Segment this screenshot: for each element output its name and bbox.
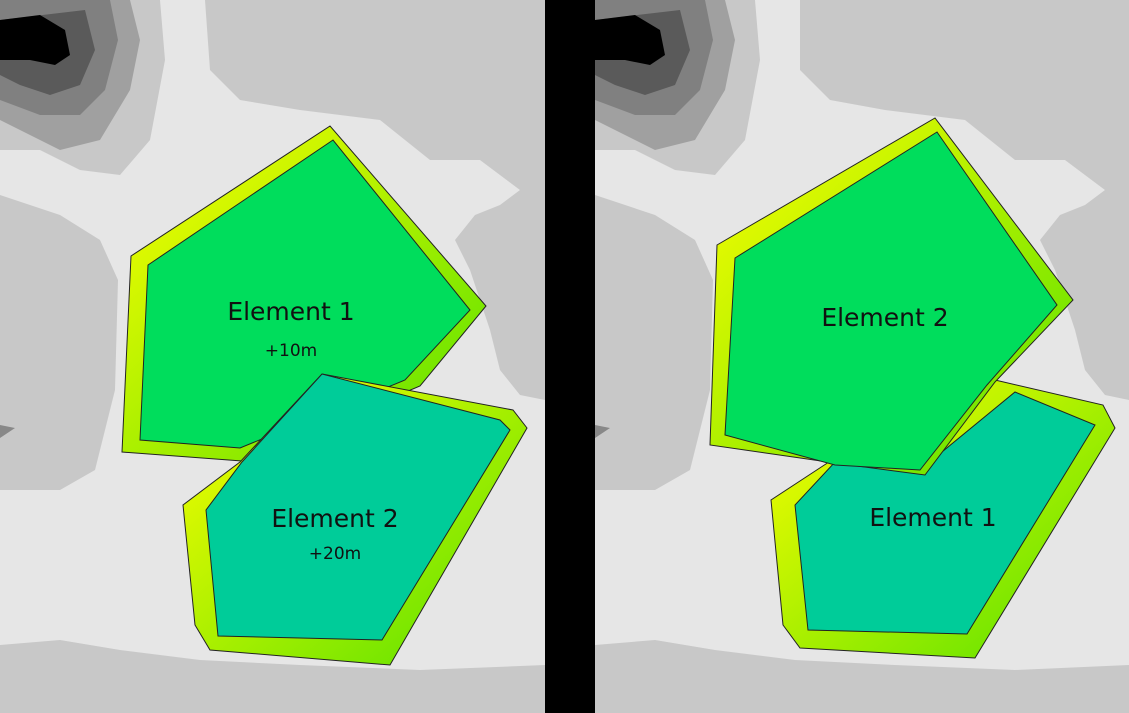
element-label-upper: Element 2 <box>821 303 948 332</box>
polygon-upper-element[interactable] <box>709 117 1074 476</box>
element-label-lower: Element 1 <box>869 503 996 532</box>
terrain-spur <box>0 425 15 438</box>
terrain-peak <box>0 15 70 65</box>
polygon-lower-element[interactable] <box>182 373 528 666</box>
element-offset-upper: +10m <box>265 341 317 361</box>
terrain-peak <box>595 15 665 65</box>
terrain-upland <box>800 0 1129 400</box>
terrain-coast-south <box>0 640 545 713</box>
map-panel-right[interactable]: Element 2 Element 1 <box>595 0 1129 713</box>
panel-divider <box>545 0 595 713</box>
element-label-upper: Element 1 <box>227 297 354 326</box>
element-offset-lower: +20m <box>309 544 361 564</box>
terrain-upland <box>205 0 545 400</box>
terrain-hill-west <box>0 195 118 490</box>
element-label-lower: Element 2 <box>271 504 398 533</box>
terrain-hill-west <box>595 195 713 490</box>
polygon-upper-element[interactable] <box>121 125 487 462</box>
terrain-spur <box>595 425 610 438</box>
map-panel-left[interactable]: Element 1 +10m Element 2 +20m <box>0 0 545 713</box>
terrain-coast-south <box>595 640 1129 713</box>
